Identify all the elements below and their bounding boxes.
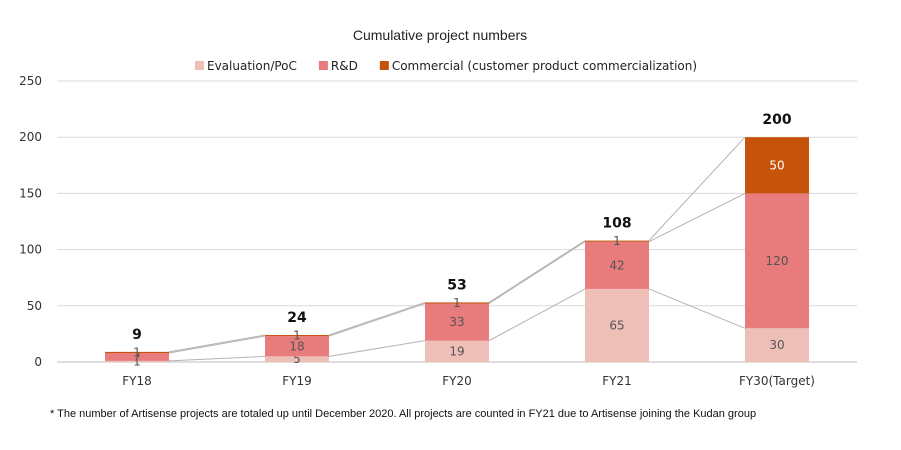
total-label: 53 xyxy=(447,277,466,293)
bar-segment xyxy=(585,240,649,242)
bar-segment xyxy=(585,241,649,289)
connector-line xyxy=(328,303,426,337)
total-label: 24 xyxy=(287,310,307,326)
legend-swatch xyxy=(379,61,389,70)
x-tick-label: FY20 xyxy=(442,374,472,388)
legend-swatch xyxy=(318,61,328,70)
data-label: 1 xyxy=(133,354,141,368)
footnote: * The number of Artisense projects are t… xyxy=(50,408,757,420)
total-label: 108 xyxy=(602,216,631,232)
bar-segment xyxy=(265,335,329,337)
data-label: 33 xyxy=(449,315,464,329)
x-tick-label: FY30(Target) xyxy=(739,374,815,388)
data-label: 42 xyxy=(609,258,624,272)
bar-segment xyxy=(425,340,489,362)
bar-segment xyxy=(745,137,809,194)
data-label: 65 xyxy=(609,318,624,332)
chart-title: Cumulative project numbers xyxy=(353,27,527,43)
data-label: 1 xyxy=(293,329,301,343)
y-tick-label: 100 xyxy=(19,243,42,257)
data-label: 19 xyxy=(449,344,464,358)
y-tick-label: 150 xyxy=(19,186,42,200)
bar-segment xyxy=(745,193,809,329)
total-label: 9 xyxy=(132,327,142,343)
bar-segment xyxy=(585,288,649,362)
connector-line xyxy=(168,334,266,353)
data-label: 7 xyxy=(133,350,141,364)
legend-label: R&D xyxy=(331,59,358,73)
data-label: 18 xyxy=(289,339,304,353)
y-tick-label: 250 xyxy=(19,74,42,88)
stacked-bar-chart: Cumulative project numbers Evaluation/Po… xyxy=(19,27,857,388)
connector-line xyxy=(488,288,586,342)
x-tick-label: FY19 xyxy=(282,374,312,388)
y-axis: 0 50 100 150 200 250 xyxy=(19,74,42,369)
bar-segment xyxy=(265,336,329,357)
legend: Evaluation/PoC R&D Commercial (customer pr… xyxy=(195,59,697,73)
bar-segment xyxy=(425,303,489,341)
data-label: 30 xyxy=(769,338,784,352)
connector-line xyxy=(488,241,586,304)
x-axis: FY18 FY19 FY20 FY21 FY30(Target) xyxy=(122,374,815,388)
connector-line xyxy=(328,301,426,336)
legend-label: Evaluation/PoC xyxy=(207,59,297,73)
data-label: 1 xyxy=(453,296,461,310)
x-tick-label: FY21 xyxy=(602,374,632,388)
connector-line xyxy=(328,340,426,357)
connector-line xyxy=(488,240,586,303)
connector-line xyxy=(648,192,746,243)
data-label: 1 xyxy=(613,234,621,248)
bar-segment xyxy=(105,360,169,362)
legend-swatch xyxy=(195,61,204,70)
x-tick-label: FY18 xyxy=(122,374,152,388)
connector-lines xyxy=(168,136,746,362)
connector-line xyxy=(168,335,266,354)
total-label: 200 xyxy=(762,112,791,128)
y-tick-label: 50 xyxy=(27,299,42,313)
data-label: 5 xyxy=(293,352,301,366)
connector-line xyxy=(648,136,746,241)
data-label: 50 xyxy=(769,158,784,172)
data-label: 120 xyxy=(766,254,789,268)
bar-segment xyxy=(745,328,809,362)
bar-segment xyxy=(105,353,169,361)
connector-line xyxy=(648,288,746,329)
gridlines xyxy=(57,80,857,363)
y-tick-label: 200 xyxy=(19,130,42,144)
legend-label: Commercial (customer product commerciali… xyxy=(392,59,697,73)
y-tick-label: 0 xyxy=(34,355,42,369)
data-label: 1 xyxy=(133,345,141,359)
connector-line xyxy=(168,355,266,362)
bar-segment xyxy=(105,351,169,354)
bar-segment xyxy=(265,356,329,362)
bar-segment xyxy=(425,302,489,304)
